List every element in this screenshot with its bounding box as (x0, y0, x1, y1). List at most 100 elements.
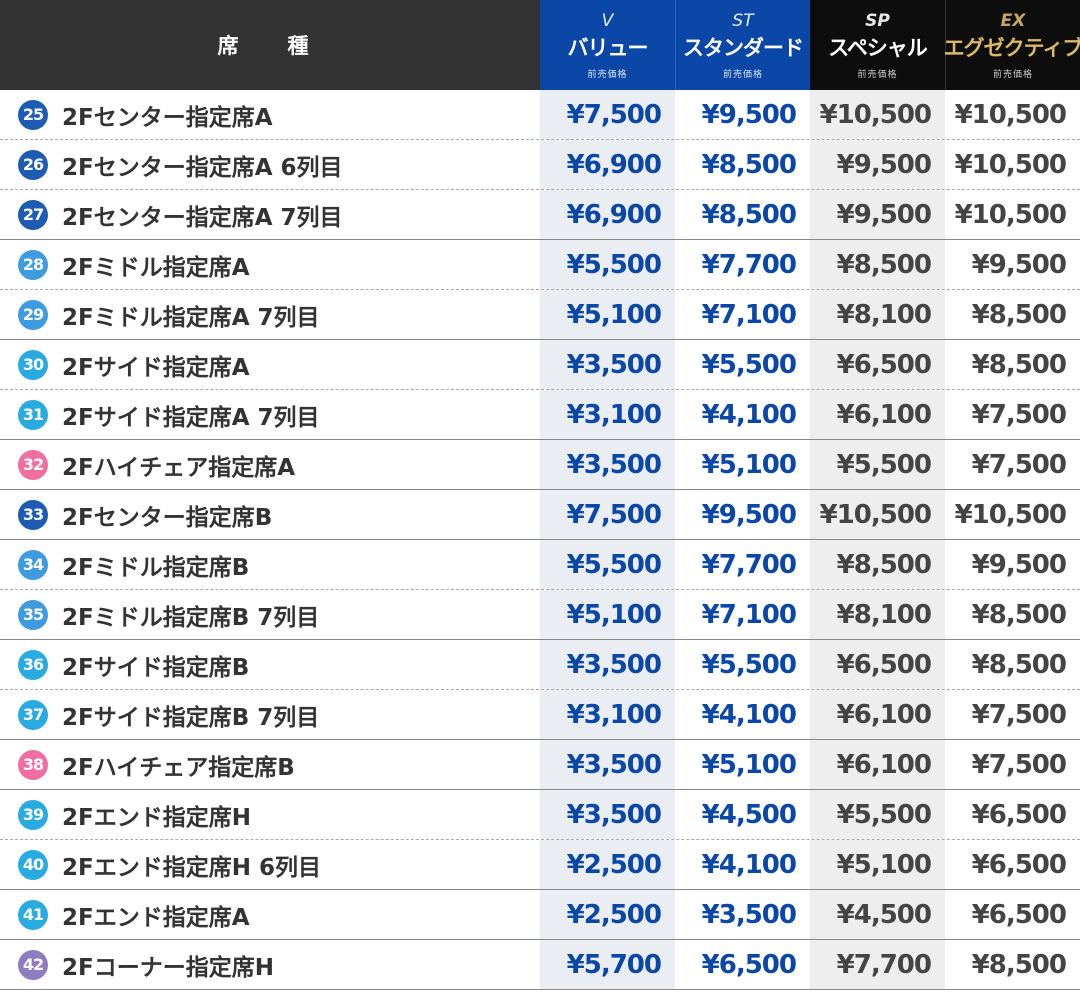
table-row: 31 2Fサイド指定席A 7列目 ¥3,100 ¥4,100 ¥6,100 ¥7,500 (0, 390, 1080, 440)
seat-cell: 41 2Fエンド指定席A (0, 890, 540, 939)
value-price: ¥3,100 (540, 390, 675, 439)
table-row: 39 2Fエンド指定席H ¥3,500 ¥4,500 ¥5,500 ¥6,500 (0, 790, 1080, 840)
table-row: 26 2Fセンター指定席A 6列目 ¥6,900 ¥8,500 ¥9,500 ¥10,50… (0, 140, 1080, 190)
special-price: ¥6,100 (810, 690, 945, 739)
seat-cell: 35 2Fミドル指定席B 7列目 (0, 590, 540, 639)
seat-name: 2Fコーナー指定席H (62, 954, 274, 981)
seat-name: 2Fセンター指定席A 6列目 (62, 154, 343, 181)
special-price: ¥9,500 (810, 140, 945, 189)
seat-number-badge: 31 (18, 399, 48, 430)
standard-price: ¥4,500 (675, 790, 810, 839)
seat-cell: 33 2Fセンター指定席B (0, 490, 540, 539)
seat-cell: 29 2Fミドル指定席A 7列目 (0, 290, 540, 339)
seat-number-badge: 26 (18, 149, 48, 180)
seat-name: 2Fハイチェア指定席A (62, 454, 296, 481)
special-price: ¥5,500 (810, 440, 945, 489)
table-row: 29 2Fミドル指定席A 7列目 ¥5,100 ¥7,100 ¥8,100 ¥8,500 (0, 290, 1080, 340)
seat-number-badge: 27 (18, 199, 48, 230)
value-price: ¥3,500 (540, 740, 675, 789)
value-price: ¥2,500 (540, 840, 675, 889)
special-price: ¥8,500 (810, 240, 945, 289)
seat-number-badge: 28 (18, 249, 48, 280)
executive-price: ¥7,500 (945, 740, 1080, 789)
seat-name: 2Fサイド指定席A (62, 354, 250, 381)
seat-number-badge: 42 (18, 949, 48, 980)
column-sub: 前売価格 (587, 70, 628, 80)
executive-column-header: EX エグゼクティブ 前売価格 (943, 0, 1080, 90)
standard-price: ¥4,100 (675, 390, 810, 439)
special-price: ¥10,500 (810, 490, 945, 539)
seat-cell: 36 2Fサイド指定席B (0, 640, 540, 689)
value-price: ¥5,500 (540, 240, 675, 289)
executive-price: ¥7,500 (945, 690, 1080, 739)
special-price: ¥5,100 (810, 840, 945, 889)
special-price: ¥7,700 (810, 940, 945, 989)
column-sub: 前売価格 (722, 70, 763, 80)
seat-number-badge: 30 (18, 349, 48, 380)
seat-name: 2Fミドル指定席A 7列目 (62, 304, 320, 331)
seat-cell: 25 2Fセンター指定席A (0, 90, 540, 139)
standard-price: ¥8,500 (675, 190, 810, 239)
table-header: 席 種 V バリュー 前売価格 ST スタンダード 前売価格 SP スペシャル … (0, 0, 1080, 90)
seat-cell: 28 2Fミドル指定席A (0, 240, 540, 289)
special-price: ¥10,500 (810, 90, 945, 139)
special-price: ¥6,100 (810, 740, 945, 789)
seat-number-badge: 25 (18, 99, 48, 130)
seat-name: 2Fサイド指定席B (62, 654, 250, 681)
value-price: ¥7,500 (540, 490, 675, 539)
seat-number-badge: 38 (18, 749, 48, 780)
seat-cell: 31 2Fサイド指定席A 7列目 (0, 390, 540, 439)
column-name: スタンダード (683, 36, 804, 60)
special-price: ¥5,500 (810, 790, 945, 839)
executive-price: ¥9,500 (945, 540, 1080, 589)
value-price: ¥2,500 (540, 890, 675, 939)
seat-name: 2Fエンド指定席H 6列目 (62, 854, 321, 881)
seat-name: 2Fサイド指定席A 7列目 (62, 404, 320, 431)
standard-price: ¥5,500 (675, 640, 810, 689)
executive-price: ¥6,500 (945, 790, 1080, 839)
standard-price: ¥7,100 (675, 590, 810, 639)
standard-price: ¥3,500 (675, 890, 810, 939)
special-price: ¥6,500 (810, 640, 945, 689)
value-price: ¥5,100 (540, 590, 675, 639)
column-abbr: ST (732, 11, 754, 31)
seat-name: 2Fエンド指定席H (62, 804, 251, 831)
standard-price: ¥9,500 (675, 90, 810, 139)
seat-number-badge: 36 (18, 649, 48, 680)
value-price: ¥6,900 (540, 140, 675, 189)
standard-column-header: ST スタンダード 前売価格 (675, 0, 810, 90)
executive-price: ¥10,500 (945, 90, 1080, 139)
table-row: 34 2Fミドル指定席B ¥5,500 ¥7,700 ¥8,500 ¥9,500 (0, 540, 1080, 590)
seat-cell: 30 2Fサイド指定席A (0, 340, 540, 389)
standard-price: ¥7,700 (675, 240, 810, 289)
seat-type-header: 席 種 (0, 0, 540, 90)
standard-price: ¥4,100 (675, 690, 810, 739)
seat-name: 2Fセンター指定席A 7列目 (62, 204, 343, 231)
value-price: ¥3,500 (540, 640, 675, 689)
table-row: 42 2Fコーナー指定席H ¥5,700 ¥6,500 ¥7,700 ¥8,500 (0, 940, 1080, 990)
seat-number-badge: 39 (18, 799, 48, 830)
executive-price: ¥8,500 (945, 590, 1080, 639)
standard-price: ¥5,100 (675, 740, 810, 789)
value-price: ¥5,100 (540, 290, 675, 339)
seat-name: 2Fハイチェア指定席B (62, 754, 295, 781)
special-price: ¥6,500 (810, 340, 945, 389)
executive-price: ¥7,500 (945, 440, 1080, 489)
value-price: ¥3,100 (540, 690, 675, 739)
standard-price: ¥4,100 (675, 840, 810, 889)
seat-name: 2Fセンター指定席B (62, 504, 273, 531)
executive-price: ¥6,500 (945, 840, 1080, 889)
seat-number-badge: 32 (18, 449, 48, 480)
table-row: 25 2Fセンター指定席A ¥7,500 ¥9,500 ¥10,500 ¥10,500 (0, 90, 1080, 140)
column-name: エグゼクティブ (943, 36, 1080, 60)
seat-cell: 34 2Fミドル指定席B (0, 540, 540, 589)
column-abbr: EX (1000, 11, 1026, 31)
table-row: 40 2Fエンド指定席H 6列目 ¥2,500 ¥4,100 ¥5,100 ¥6,500 (0, 840, 1080, 890)
standard-price: ¥5,100 (675, 440, 810, 489)
table-row: 30 2Fサイド指定席A ¥3,500 ¥5,500 ¥6,500 ¥8,500 (0, 340, 1080, 390)
seat-number-badge: 34 (18, 549, 48, 580)
seat-cell: 27 2Fセンター指定席A 7列目 (0, 190, 540, 239)
seat-name: 2Fサイド指定席B 7列目 (62, 704, 320, 731)
executive-price: ¥8,500 (945, 940, 1080, 989)
